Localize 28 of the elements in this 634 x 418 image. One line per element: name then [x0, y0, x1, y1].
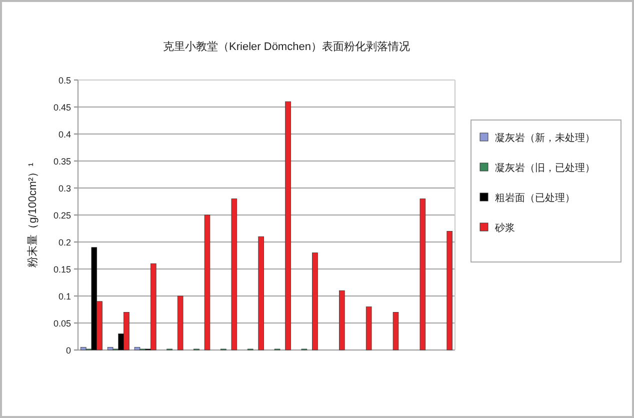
- y-tick-label: 0.5: [58, 76, 71, 86]
- y-tick-label: 0: [66, 346, 71, 356]
- legend-label: 凝灰岩（旧，已处理）: [495, 162, 595, 174]
- legend-label: 粗岩面（已处理）: [495, 192, 575, 204]
- chart-title: 克里小教堂（Krieler Dömchen）表面粉化剥落情况: [163, 40, 410, 53]
- bar: [204, 214, 210, 350]
- legend-label: 凝灰岩（新，未处理）: [495, 132, 595, 144]
- bar: [177, 296, 184, 350]
- legend-label: 砂浆: [494, 222, 515, 234]
- bar: [366, 306, 372, 350]
- bar: [392, 312, 399, 350]
- bar: [258, 236, 264, 350]
- y-tick-label: 0.1: [58, 292, 71, 302]
- y-tick-label: 0.05: [53, 318, 71, 328]
- bar: [446, 231, 453, 350]
- bar: [231, 198, 238, 350]
- y-tick-label: 0.2: [58, 238, 71, 248]
- bar: [285, 101, 291, 350]
- y-axis-title: 粉末量（g/100cm²）¹: [26, 162, 39, 268]
- bar: [339, 290, 345, 350]
- y-tick-label: 0.15: [53, 264, 71, 274]
- y-tick-label: 0.35: [53, 156, 71, 166]
- y-tick-label: 0.3: [58, 184, 71, 194]
- bar: [312, 252, 318, 350]
- y-tick-label: 0.4: [58, 130, 71, 140]
- y-tick-label: 0.25: [53, 210, 71, 220]
- bar: [420, 198, 426, 350]
- y-tick-label: 0.45: [53, 102, 71, 112]
